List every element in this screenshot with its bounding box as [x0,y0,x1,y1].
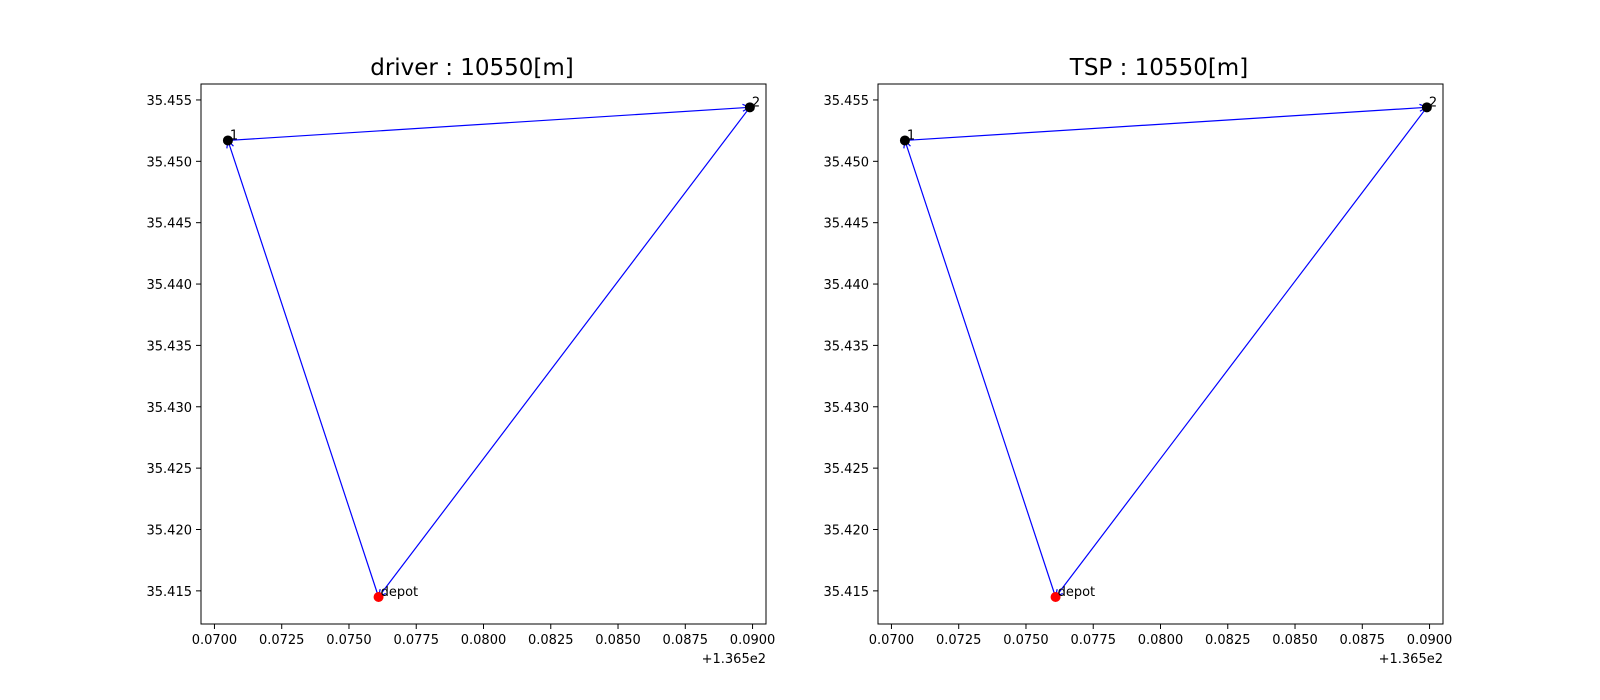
x-tick-label: 0.0800 [461,633,507,648]
x-offset-label: +1.365e2 [1379,652,1443,667]
chart-title: TSP : 10550[m] [1069,55,1248,81]
point-label: 1 [230,128,238,143]
point-label: 2 [1429,95,1437,110]
y-tick-label: 35.445 [147,217,193,232]
route-arrow [904,106,1427,142]
y-tick-label: 35.415 [147,585,193,600]
plot-frame [200,83,767,625]
customer-point [1421,102,1432,113]
x-tick-label: 0.0800 [1138,633,1184,648]
plot-frame [877,83,1444,625]
x-tick-label: 0.0700 [192,633,238,648]
point-label: depot [1058,585,1096,600]
chart-title: driver : 10550[m] [370,55,574,81]
y-tick-label: 35.420 [147,524,193,539]
customer-point [222,135,233,146]
y-tick-label: 35.450 [147,155,193,170]
y-tick-label: 35.430 [824,401,870,416]
y-tick-label: 35.450 [824,155,870,170]
x-tick-label: 0.0850 [1272,633,1318,648]
y-tick-label: 35.415 [824,585,870,600]
y-tick-label: 35.425 [147,462,193,477]
route-arrow [378,106,751,598]
x-tick-label: 0.0700 [869,633,915,648]
x-tick-label: 0.0775 [393,633,439,648]
y-tick-label: 35.435 [147,339,193,354]
depot-point [1050,592,1061,602]
point-label: depot [381,585,419,600]
y-tick-label: 35.440 [147,278,193,293]
route-arrow [227,106,750,142]
point-label: 2 [752,95,760,110]
y-tick-label: 35.440 [824,278,870,293]
route-arrow [227,140,380,598]
customer-point [744,102,755,113]
x-offset-label: +1.365e2 [702,652,766,667]
subplot-tsp: TSP : 10550[m] 0.0700 0.0725 0.0750 0.0775 0… [824,55,1453,667]
point-label: 1 [907,128,915,143]
x-tick-label: 0.0750 [1003,633,1049,648]
route-arrow [904,140,1057,598]
x-tick-label: 0.0725 [259,633,305,648]
y-tick-label: 35.420 [824,524,870,539]
x-tick-label: 0.0875 [1340,633,1386,648]
y-tick-label: 35.435 [824,339,870,354]
y-tick-label: 35.455 [147,94,193,109]
x-tick-label: 0.0750 [326,633,372,648]
x-tick-label: 0.0825 [1205,633,1251,648]
x-tick-label: 0.0875 [663,633,709,648]
x-tick-label: 0.0900 [730,633,776,648]
y-tick-label: 35.445 [824,217,870,232]
subplot-driver: driver : 10550[m] 0.0700 0.0725 0.0750 0.07… [147,55,776,667]
x-tick-label: 0.0900 [1407,633,1453,648]
x-tick-label: 0.0825 [528,633,574,648]
y-tick-label: 35.430 [147,401,193,416]
y-tick-label: 35.425 [824,462,870,477]
x-tick-label: 0.0850 [595,633,641,648]
route-arrow [1055,106,1428,598]
depot-point [373,592,384,602]
x-tick-label: 0.0725 [936,633,982,648]
x-tick-label: 0.0775 [1070,633,1116,648]
customer-point [899,135,910,146]
y-tick-label: 35.455 [824,94,870,109]
